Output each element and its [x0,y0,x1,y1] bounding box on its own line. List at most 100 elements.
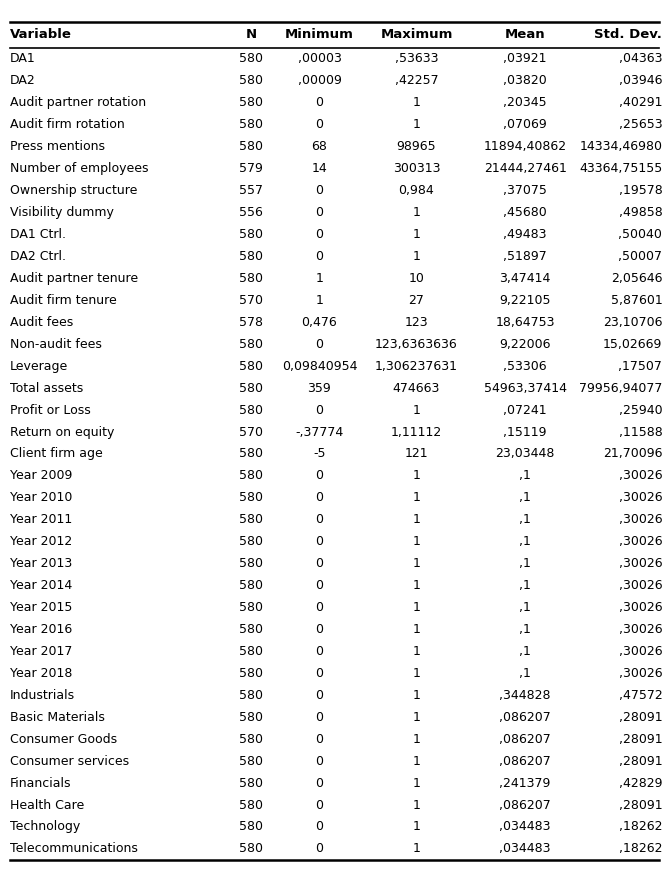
Text: 0: 0 [316,601,323,614]
Text: 68: 68 [312,141,327,154]
Text: ,1: ,1 [519,579,531,592]
Text: 1: 1 [413,119,420,131]
Text: 0: 0 [316,842,323,856]
Text: 580: 580 [239,513,263,526]
Text: Profit or Loss: Profit or Loss [10,403,91,416]
Text: ,19578: ,19578 [619,184,662,197]
Text: Basic Materials: Basic Materials [10,711,105,724]
Text: 580: 580 [239,799,263,812]
Text: 1: 1 [413,206,420,219]
Text: Ownership structure: Ownership structure [10,184,137,197]
Text: 1: 1 [413,777,420,789]
Text: 1: 1 [413,557,420,570]
Text: 121: 121 [405,448,428,460]
Text: 580: 580 [239,74,263,87]
Text: 580: 580 [239,119,263,131]
Text: 1: 1 [316,294,323,306]
Text: Client firm age: Client firm age [10,448,103,460]
Text: ,30026: ,30026 [619,513,662,526]
Text: 0: 0 [316,470,323,483]
Text: 0: 0 [316,799,323,812]
Text: Leverage: Leverage [10,360,68,373]
Text: Total assets: Total assets [10,382,83,395]
Text: Consumer services: Consumer services [10,754,129,767]
Text: 0,476: 0,476 [302,316,337,329]
Text: 1: 1 [413,228,420,241]
Text: 0: 0 [316,96,323,109]
Text: ,30026: ,30026 [619,645,662,658]
Text: 580: 580 [239,821,263,834]
Text: 580: 580 [239,228,263,241]
Text: Technology: Technology [10,821,80,834]
Text: ,1: ,1 [519,601,531,614]
Text: ,15119: ,15119 [503,425,547,438]
Text: 0: 0 [316,491,323,505]
Text: ,1: ,1 [519,491,531,505]
Text: 0: 0 [316,645,323,658]
Text: Number of employees: Number of employees [10,162,149,175]
Text: 580: 580 [239,711,263,724]
Text: Telecommunications: Telecommunications [10,842,138,856]
Text: 580: 580 [239,601,263,614]
Text: 580: 580 [239,338,263,351]
Text: ,1: ,1 [519,645,531,658]
Text: ,11588: ,11588 [619,425,662,438]
Text: ,53306: ,53306 [503,360,547,373]
Text: ,42257: ,42257 [395,74,438,87]
Text: Health Care: Health Care [10,799,84,812]
Text: ,28091: ,28091 [619,754,662,767]
Text: 14334,46980: 14334,46980 [579,141,662,154]
Text: 580: 580 [239,360,263,373]
Text: 1: 1 [413,470,420,483]
Text: 1: 1 [413,491,420,505]
Text: 580: 580 [239,777,263,789]
Text: 14: 14 [312,162,327,175]
Text: ,07241: ,07241 [503,403,547,416]
Text: ,30026: ,30026 [619,491,662,505]
Text: ,034483: ,034483 [500,842,551,856]
Text: 9,22006: 9,22006 [500,338,551,351]
Text: 54963,37414: 54963,37414 [484,382,567,395]
Text: 1: 1 [413,689,420,702]
Text: 0: 0 [316,119,323,131]
Text: Industrials: Industrials [10,689,75,702]
Text: 300313: 300313 [393,162,440,175]
Text: 123,6363636: 123,6363636 [375,338,458,351]
Text: 580: 580 [239,250,263,263]
Text: Audit fees: Audit fees [10,316,74,329]
Text: 21444,27461: 21444,27461 [484,162,567,175]
Text: 1: 1 [413,623,420,636]
Text: 1: 1 [413,579,420,592]
Text: ,1: ,1 [519,513,531,526]
Text: Year 2010: Year 2010 [10,491,72,505]
Text: 0: 0 [316,557,323,570]
Text: 43364,75155: 43364,75155 [579,162,662,175]
Text: 580: 580 [239,732,263,746]
Text: 1: 1 [413,732,420,746]
Text: ,53633: ,53633 [395,52,438,65]
Text: 359: 359 [308,382,331,395]
Text: ,17507: ,17507 [618,360,662,373]
Text: ,1: ,1 [519,667,531,680]
Text: 580: 580 [239,754,263,767]
Text: ,51897: ,51897 [503,250,547,263]
Text: 0: 0 [316,184,323,197]
Text: ,25653: ,25653 [619,119,662,131]
Text: 0: 0 [316,513,323,526]
Text: 580: 580 [239,535,263,548]
Text: Audit firm rotation: Audit firm rotation [10,119,125,131]
Text: 580: 580 [239,52,263,65]
Text: ,241379: ,241379 [500,777,551,789]
Text: 1: 1 [413,96,420,109]
Text: 1: 1 [413,513,420,526]
Text: 79956,94077: 79956,94077 [579,382,662,395]
Text: 1: 1 [413,799,420,812]
Text: ,40291: ,40291 [619,96,662,109]
Text: 1: 1 [413,601,420,614]
Text: 580: 580 [239,470,263,483]
Text: ,00003: ,00003 [298,52,341,65]
Text: ,086207: ,086207 [499,799,551,812]
Text: 580: 580 [239,689,263,702]
Text: ,1: ,1 [519,470,531,483]
Text: 10: 10 [409,272,424,285]
